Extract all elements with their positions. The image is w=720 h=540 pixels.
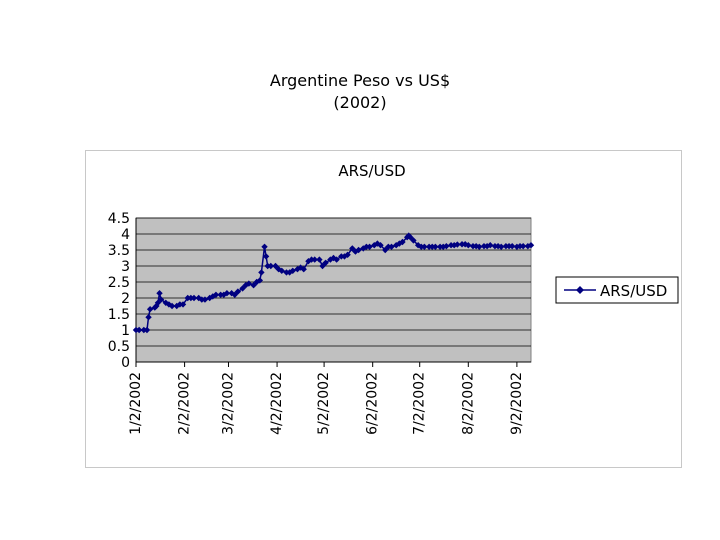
y-axis-tick-labels: 00.511.522.533.544.5 — [108, 211, 130, 371]
data-point — [322, 259, 329, 266]
data-point — [156, 290, 163, 297]
data-point — [432, 243, 439, 250]
chart-frame: ARS/USD 0 0.5 1 1.5 2 2.5 3 3.5 4 4.5 1/2/2002 2/2… — [85, 150, 682, 468]
y-tick-label: 1 — [121, 323, 130, 339]
y-tick-label: 3.5 — [108, 243, 130, 259]
x-tick-label: 3/2/2002 — [220, 372, 236, 435]
data-point — [261, 243, 268, 250]
data-point — [135, 326, 143, 334]
ars-usd-chart: ARS/USD 00.511.522.533.544.5 1/2/2002 2/2… — [108, 162, 679, 435]
data-point — [498, 243, 505, 250]
y-tick-label: 2.5 — [108, 275, 130, 291]
data-point — [410, 237, 417, 244]
data-point — [344, 251, 351, 258]
data-point — [476, 243, 483, 250]
data-point — [300, 266, 307, 273]
slide-title-line-1: Argentine Peso vs US$ — [269, 71, 451, 90]
slide-title: Argentine Peso vs US$ (2002) — [0, 70, 720, 114]
y-tick-label: 3 — [121, 259, 130, 275]
x-tick-label: 2/2/2002 — [177, 372, 193, 435]
data-point — [443, 242, 450, 250]
y-tick-label: 1.5 — [108, 307, 130, 323]
data-point — [262, 253, 270, 260]
x-axis-tick-marks — [135, 362, 518, 367]
data-point — [179, 301, 187, 308]
data-point — [267, 262, 275, 270]
y-tick-label: 2 — [121, 291, 130, 307]
data-point — [258, 269, 265, 276]
data-point — [234, 288, 242, 295]
x-tick-label: 5/2/2002 — [316, 372, 332, 435]
legend-marker — [576, 286, 584, 294]
data-point — [527, 242, 535, 249]
x-tick-label: 6/2/2002 — [365, 372, 381, 435]
chart-title: ARS/USD — [338, 162, 405, 180]
x-tick-label: 7/2/2002 — [412, 372, 428, 435]
data-point — [311, 256, 318, 263]
y-tick-label: 4 — [121, 227, 130, 243]
data-point — [461, 241, 469, 248]
y-tick-label: 0.5 — [108, 339, 130, 355]
data-point — [454, 241, 461, 248]
data-point — [519, 242, 527, 250]
legend: ARS/USD — [555, 276, 679, 304]
data-point — [206, 294, 213, 302]
data-point — [212, 291, 220, 298]
data-point — [465, 242, 472, 249]
slide-title-line-2: (2002) — [333, 93, 387, 112]
y-tick-label: 0 — [121, 355, 130, 371]
data-point — [508, 242, 516, 250]
data-point — [153, 302, 160, 310]
x-tick-label: 9/2/2002 — [509, 372, 525, 435]
data-point — [487, 242, 494, 249]
data-point — [377, 242, 384, 249]
y-tick-label: 4.5 — [108, 211, 130, 227]
data-point — [173, 302, 180, 310]
data-point — [157, 296, 165, 303]
data-point — [272, 262, 279, 270]
data-point — [165, 301, 173, 308]
data-point — [195, 294, 202, 302]
data-point — [190, 294, 198, 302]
data-point — [145, 314, 152, 321]
data-point — [256, 277, 264, 284]
data-point — [223, 290, 231, 297]
data-point — [168, 302, 176, 310]
x-tick-label: 8/2/2002 — [460, 372, 476, 435]
x-tick-label: 1/2/2002 — [128, 372, 144, 435]
series-markers — [132, 232, 535, 334]
x-axis-tick-labels: 1/2/2002 2/2/2002 3/2/2002 4/2/2002 5/2/2002… — [128, 372, 525, 435]
plot-area — [135, 217, 532, 363]
data-point — [421, 243, 428, 250]
data-point — [143, 326, 151, 334]
data-point — [289, 267, 296, 274]
data-point — [319, 262, 326, 270]
legend-label: ARS/USD — [600, 282, 667, 300]
x-tick-label: 4/2/2002 — [269, 372, 285, 435]
